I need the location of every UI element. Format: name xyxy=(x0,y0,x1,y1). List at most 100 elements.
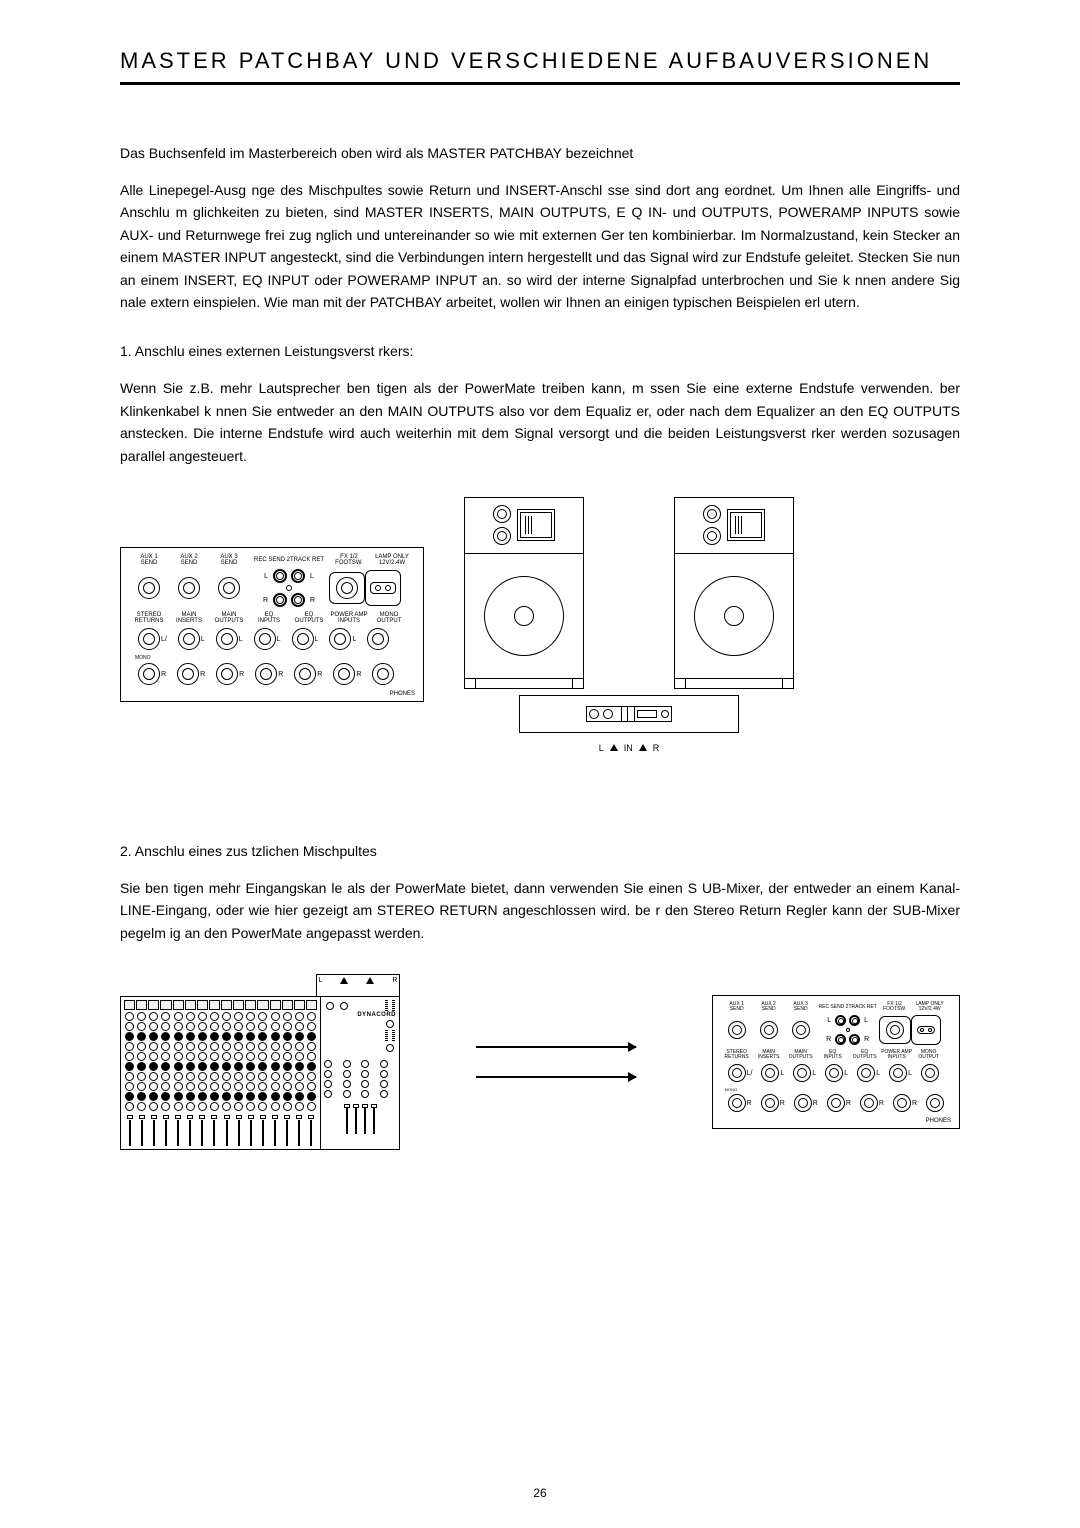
s5: L xyxy=(315,636,319,643)
lbl-eq-out: EQ OUTPUTS xyxy=(289,612,329,624)
s1: L/ xyxy=(161,636,167,643)
jack-phones xyxy=(372,663,394,685)
amp-in: IN xyxy=(624,743,633,753)
mix-tri2 xyxy=(366,977,374,984)
paragraph-2: Wenn Sie z.B. mehr Lautsprecher ben tige… xyxy=(120,377,960,467)
p2j-mol xyxy=(793,1064,811,1082)
p2j-ph xyxy=(926,1094,944,1112)
amp-r: R xyxy=(653,743,660,753)
p2fxj xyxy=(886,1021,904,1039)
lbl-main-out: MAIN OUTPUTS xyxy=(209,612,249,624)
sub-mixer: LR xyxy=(120,974,400,1150)
lbl-aux2: AUX 2 SEND xyxy=(169,554,209,566)
p2trR xyxy=(849,1034,860,1045)
p2r1: R xyxy=(747,1100,752,1107)
rec-send-l xyxy=(273,569,287,583)
speaker-left xyxy=(464,497,584,689)
r2: R xyxy=(200,671,205,678)
p2-rec: REC SEND 2TRACK RET xyxy=(817,1005,879,1010)
lbl-aux3: AUX 3 SEND xyxy=(209,554,249,566)
p2j-mono xyxy=(921,1064,939,1082)
lbl-lamp: LAMP ONLY 12V/2.4W xyxy=(369,554,415,566)
p2r6: R xyxy=(912,1100,917,1107)
phones-lbl: PHONES xyxy=(129,691,415,697)
arrow-l xyxy=(476,1046,636,1048)
rec-r: R xyxy=(263,597,268,604)
r6: R xyxy=(356,671,361,678)
intro-text: Das Buchsenfeld im Masterbereich oben wi… xyxy=(120,145,960,161)
p2j-mir xyxy=(761,1094,779,1112)
jack-stret-l xyxy=(138,628,160,650)
mixer-channels xyxy=(121,997,321,1149)
jack-pain-l xyxy=(329,628,351,650)
p2rr2: R xyxy=(864,1036,869,1043)
lbl-eq-in: EQ INPUTS xyxy=(249,612,289,624)
amp-in-label: L IN R xyxy=(599,743,660,753)
jack-aux2 xyxy=(178,577,200,599)
ret-r: R xyxy=(310,597,315,604)
p2j-eir xyxy=(827,1094,845,1112)
p2s6: L xyxy=(908,1070,912,1077)
jack-mout-r xyxy=(216,663,238,685)
p2-fx: FX 1/2 FOOTSW. xyxy=(879,1002,911,1012)
fx-jack xyxy=(336,577,358,599)
tri-l-icon xyxy=(610,744,618,751)
p2r3: R xyxy=(813,1100,818,1107)
lbl-fx: FX 1/2 FOOTSW. xyxy=(329,554,369,566)
paragraph-3: Sie ben tigen mehr Eingangskan le als de… xyxy=(120,877,960,944)
lamp-socket xyxy=(365,570,401,606)
p2j-eil xyxy=(825,1064,843,1082)
p2l3: EQ INPUTS xyxy=(817,1050,849,1060)
p2s3: L xyxy=(812,1070,816,1077)
jack-mono xyxy=(367,628,389,650)
jack-stret-r xyxy=(138,663,160,685)
p2-a1: AUX 1 SEND xyxy=(721,1002,753,1012)
jack-eqout-l xyxy=(292,628,314,650)
p2-a3: AUX 3 SEND xyxy=(785,1002,817,1012)
p2-lamp: LAMP ONLY 12V/2.4W xyxy=(911,1002,949,1012)
lbl-pa-in: POWER AMP INPUTS xyxy=(329,612,369,624)
r5: R xyxy=(317,671,322,678)
tri-r-icon xyxy=(639,744,647,751)
p2l6: MONO OUTPUT xyxy=(913,1050,945,1060)
lbl-mono-out: MONO OUTPUT xyxy=(369,612,409,624)
p2l0: STEREO RETURNS xyxy=(721,1050,753,1060)
track-ret-l xyxy=(291,569,305,583)
p2j-eol xyxy=(857,1064,875,1082)
p2j-srl xyxy=(728,1064,746,1082)
p2r4: R xyxy=(846,1100,851,1107)
p2trL xyxy=(849,1015,860,1026)
speaker-amp-group: L IN R xyxy=(464,497,794,753)
lbl-stereo-ret: STEREO RETURNS xyxy=(129,612,169,624)
p2dot xyxy=(846,1028,850,1032)
p2j-eor xyxy=(860,1094,878,1112)
jack-mins-l xyxy=(178,628,200,650)
p2rr: R xyxy=(826,1036,831,1043)
p2j-srr xyxy=(728,1094,746,1112)
p2j-par xyxy=(893,1094,911,1112)
mix-l: L xyxy=(319,977,323,984)
external-amp xyxy=(519,695,739,733)
p2j1 xyxy=(728,1021,746,1039)
lbl-aux1: AUX 1 SEND xyxy=(129,554,169,566)
jack-eqout-r xyxy=(294,663,316,685)
signal-arrows xyxy=(476,1046,636,1078)
mix-tri1 xyxy=(340,977,348,984)
p2rsR xyxy=(835,1034,846,1045)
jack-mins-r xyxy=(177,663,199,685)
p2l5: POWER AMP INPUTS xyxy=(881,1050,913,1060)
jack-aux1 xyxy=(138,577,160,599)
s3: L xyxy=(239,636,243,643)
p2s4: L xyxy=(844,1070,848,1077)
page-header: MASTER PATCHBAY UND VERSCHIEDENE AUFBAUV… xyxy=(120,48,960,85)
p2l4: EQ OUTPUTS xyxy=(849,1050,881,1060)
p2j3 xyxy=(792,1021,810,1039)
jack-eqin-l xyxy=(254,628,276,650)
rec-l: L xyxy=(264,573,268,580)
p2-lampbox xyxy=(911,1015,941,1045)
lbl-main-ins: MAIN INSERTS xyxy=(169,612,209,624)
p2l1: MAIN INSERTS xyxy=(753,1050,785,1060)
p2-phones: PHONES xyxy=(721,1118,951,1124)
lbl-rec: REC SEND 2TRACK RET xyxy=(249,557,329,563)
p2j2 xyxy=(760,1021,778,1039)
